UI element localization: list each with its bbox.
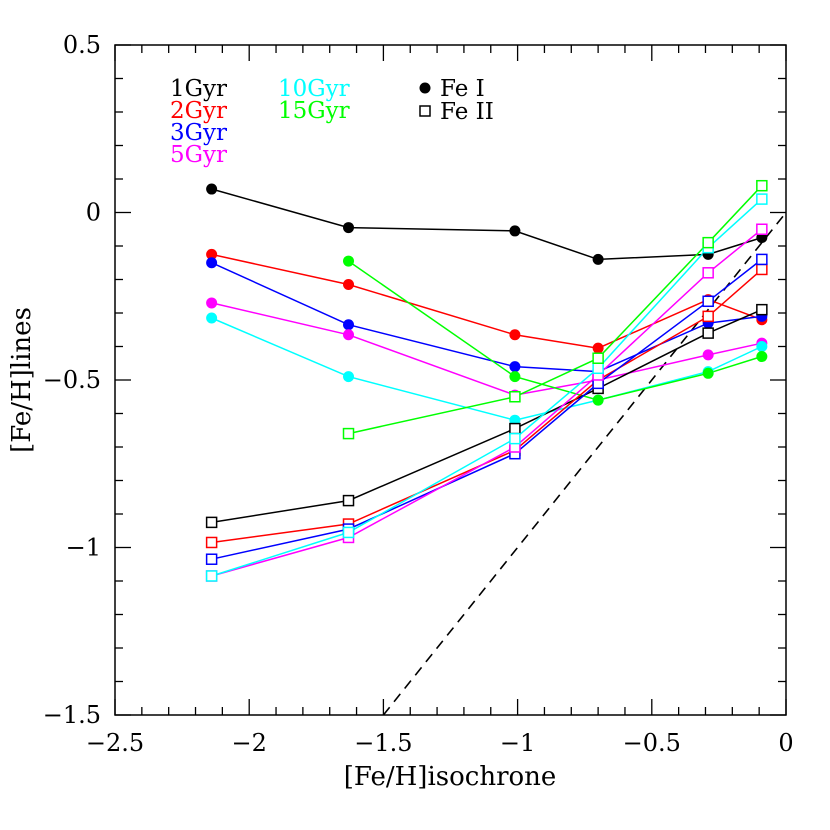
plot-area xyxy=(205,179,786,715)
point-1gyr-fe-i xyxy=(592,253,604,265)
point-3gyr-fe-ii xyxy=(702,295,714,308)
point-1gyr-fe-i xyxy=(509,225,521,237)
series-line-3gyr-fe-i xyxy=(211,262,762,373)
point-15gyr-fe-i xyxy=(702,367,714,379)
point-10gyr-fe-ii xyxy=(205,570,218,582)
point-10gyr-fe-ii xyxy=(342,526,355,539)
legend-age-2gyr: 2Gyr xyxy=(170,98,227,124)
point-2gyr-fe-i xyxy=(343,279,355,291)
series-line-10gyr-fe-ii xyxy=(211,198,763,577)
point-2gyr-fe-i xyxy=(592,342,604,354)
legend-age-10gyr: 10Gyr xyxy=(278,76,350,102)
legend-age-3gyr: 3Gyr xyxy=(170,120,227,146)
point-10gyr-fe-ii xyxy=(509,432,521,445)
point-5gyr-fe-i xyxy=(206,297,218,309)
point-10gyr-fe-i xyxy=(343,371,355,383)
y-axis-label: [Fe/H]lines xyxy=(7,307,37,453)
y-tick-label: −0.5 xyxy=(43,366,101,394)
y-tick-label: −1 xyxy=(66,534,101,562)
y-tick-label: 0 xyxy=(86,199,101,227)
point-3gyr-fe-i xyxy=(206,257,218,269)
point-15gyr-fe-i xyxy=(592,394,604,406)
point-15gyr-fe-ii xyxy=(592,352,604,364)
series-line-15gyr-fe-i xyxy=(348,260,763,401)
point-3gyr-fe-ii xyxy=(205,553,218,565)
y-tick-label: −1.5 xyxy=(43,701,101,729)
point-2gyr-fe-i xyxy=(206,248,218,260)
legend-marker-fe-ii xyxy=(419,105,431,117)
series-line-1gyr-fe-ii xyxy=(211,309,763,524)
legend-age-1gyr: 1Gyr xyxy=(170,76,227,102)
point-1gyr-fe-i xyxy=(343,222,355,234)
point-2gyr-fe-ii xyxy=(205,536,218,549)
point-3gyr-fe-i xyxy=(343,319,355,331)
series-line-5gyr-fe-i xyxy=(211,302,762,396)
x-tick-label: 0 xyxy=(778,729,793,757)
point-1gyr-fe-ii xyxy=(205,516,218,529)
x-tick-label: −0.5 xyxy=(623,729,681,757)
series-line-15gyr-fe-ii xyxy=(348,185,763,435)
point-2gyr-fe-i xyxy=(509,329,521,341)
x-tick-label: −1 xyxy=(500,729,535,757)
y-tick-label: 0.5 xyxy=(63,31,101,59)
x-tick-label: −1.5 xyxy=(354,729,412,757)
series-line-1gyr-fe-i xyxy=(211,188,763,261)
point-15gyr-fe-ii xyxy=(756,179,768,192)
x-tick-label: −2.5 xyxy=(86,729,144,757)
point-10gyr-fe-ii xyxy=(756,193,768,205)
series-markers xyxy=(205,179,768,582)
x-axis-label: [Fe/H]isochrone xyxy=(344,762,557,792)
point-5gyr-fe-i xyxy=(343,329,355,341)
point-5gyr-fe-i xyxy=(702,349,714,361)
series-line-2gyr-fe-i xyxy=(211,253,763,349)
point-3gyr-fe-i xyxy=(509,361,521,373)
point-15gyr-fe-i xyxy=(509,371,521,383)
legend-label-fe-i: Fe I xyxy=(440,76,485,102)
legend-label-fe-ii: Fe II xyxy=(440,99,494,125)
point-2gyr-fe-ii xyxy=(756,263,768,276)
axis-ticks xyxy=(114,44,787,716)
point-10gyr-fe-ii xyxy=(592,362,604,375)
tick-labels: −2.5 −2 −1.5 −1 −0.5 0 −1.5 −1 −0.5 0 0.5 xyxy=(43,31,794,757)
point-2gyr-fe-ii xyxy=(702,310,714,323)
point-1gyr-fe-ii xyxy=(756,303,768,316)
reference-line xyxy=(382,211,786,715)
legend-age-5gyr: 5Gyr xyxy=(170,142,227,168)
point-15gyr-fe-i xyxy=(756,351,768,363)
series-line-2gyr-fe-ii xyxy=(211,268,763,544)
point-3gyr-fe-ii xyxy=(756,253,768,266)
point-15gyr-fe-ii xyxy=(342,427,355,440)
point-1gyr-fe-ii xyxy=(342,494,355,507)
series-line-5gyr-fe-ii xyxy=(211,228,763,577)
point-5gyr-fe-ii xyxy=(756,223,768,235)
point-1gyr-fe-i xyxy=(206,183,218,195)
legend-age-15gyr: 15Gyr xyxy=(278,98,350,124)
series-lines xyxy=(211,185,763,577)
point-5gyr-fe-ii xyxy=(702,267,714,279)
point-1gyr-fe-ii xyxy=(509,422,521,435)
point-15gyr-fe-ii xyxy=(702,236,714,249)
point-15gyr-fe-ii xyxy=(509,391,521,403)
point-10gyr-fe-i xyxy=(756,341,768,352)
reference-line-layer xyxy=(382,211,786,715)
x-tick-label: −2 xyxy=(232,729,267,757)
point-15gyr-fe-i xyxy=(343,255,355,267)
legend-marker-fe-i xyxy=(419,82,431,94)
point-10gyr-fe-i xyxy=(206,312,218,324)
point-1gyr-fe-ii xyxy=(702,327,714,339)
series-line-3gyr-fe-ii xyxy=(211,258,763,560)
